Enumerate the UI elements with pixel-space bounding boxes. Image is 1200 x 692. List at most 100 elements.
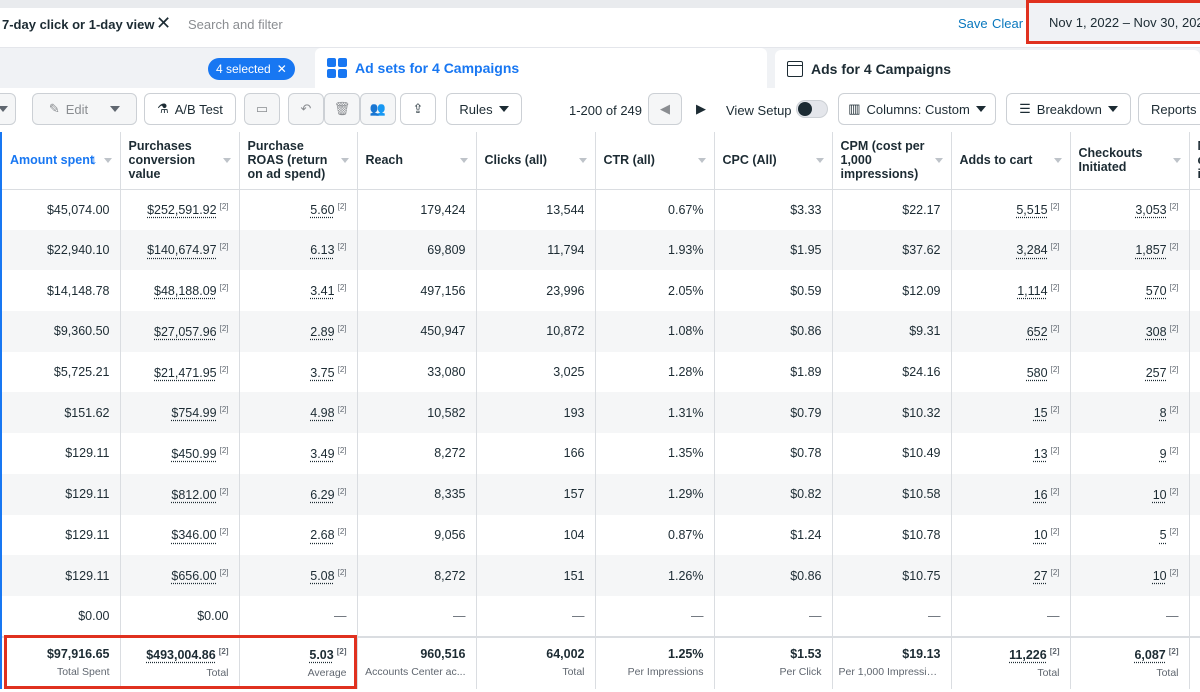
table-cell: 193 (476, 392, 596, 434)
column-header-label: Checkouts Initiated (1078, 146, 1143, 175)
breakdown-button[interactable]: ☰ Breakdown (1006, 93, 1131, 125)
duplicate-button[interactable]: ▭ (244, 93, 280, 125)
table-cell: 3,053 [2] (1070, 189, 1190, 230)
undo-icon: ↶ (300, 101, 312, 116)
column-header-label: Reach (365, 153, 404, 168)
table-cell: 10,872 (476, 311, 596, 352)
footnote-marker: [2] (1050, 323, 1060, 333)
cell-value: $0.82 (790, 487, 822, 502)
table-row[interactable]: $9,360.50 $27,057.96 [2] 2.89 [2] 450,947 10,8… (0, 311, 1200, 352)
view-setup-toggle[interactable] (796, 100, 828, 118)
column-menu-icon[interactable] (697, 158, 706, 163)
table-cell: 16 [2] (951, 473, 1071, 515)
column-header-ctr[interactable]: CTR (all) (595, 132, 715, 190)
table-cell: 4.98 [2] (239, 392, 358, 434)
columns-button[interactable]: ▥ Columns: Custom (838, 93, 996, 125)
total-label: Per 1,000 Impressio... (838, 665, 941, 678)
undo-button[interactable]: ↶ (288, 93, 324, 125)
column-menu-icon[interactable] (1053, 158, 1062, 163)
table-row[interactable]: $129.11 $346.00 [2] 2.68 [2] 9,056 104 0.87% $1.… (0, 514, 1200, 556)
column-header-next-column[interactable]: M c ir (1189, 132, 1200, 190)
selected-count-pill[interactable]: 4 selected ✕ (208, 58, 295, 80)
column-header-label: M c ir (1197, 139, 1200, 182)
edit-button[interactable]: ✎ Edit (32, 93, 137, 125)
next-page-button[interactable]: ▶ (684, 93, 718, 125)
cell-value: — (809, 608, 822, 623)
column-menu-icon[interactable] (578, 158, 587, 163)
table-row[interactable]: $45,074.00 $252,591.92 [2] 5.60 [2] 179,424 13… (0, 189, 1200, 230)
table-cell: 1,857 [2] (1070, 229, 1190, 271)
column-header-clicks[interactable]: Clicks (all) (476, 132, 596, 190)
cell-value: 580 (1026, 365, 1048, 380)
column-header-reach[interactable]: Reach (357, 132, 477, 190)
edit-button-label: Edit (65, 101, 89, 117)
clear-filter-button[interactable]: Clear (992, 16, 1024, 31)
save-filter-button[interactable]: Save (958, 16, 988, 31)
cell-value: 27 (1033, 569, 1048, 584)
table-cell: 2.89 [2] (239, 311, 358, 352)
ab-test-button[interactable]: ⚗ A/B Test (144, 93, 236, 125)
sort-descending-icon[interactable]: ↓ (90, 151, 98, 167)
attribution-setting-chip[interactable]: 7-day click or 1-day view (2, 16, 155, 32)
chevron-down-icon (1107, 106, 1118, 112)
close-icon[interactable]: ✕ (156, 13, 172, 33)
create-dropdown-button[interactable] (0, 93, 16, 125)
table-cell: 8 [2] (1070, 392, 1190, 434)
column-menu-icon[interactable] (459, 158, 468, 163)
cell-value: 3,284 (1016, 243, 1048, 258)
table-row[interactable]: $0.00 $0.00 — — — — — — — — (0, 595, 1200, 637)
table-cell: 9,056 (357, 514, 477, 556)
column-header-purchases-value[interactable]: Purchases conversion value (120, 132, 240, 190)
table-row[interactable]: $5,725.21 $21,471.95 [2] 3.75 [2] 33,080 3,025… (0, 351, 1200, 393)
people-icon: 👥 (369, 101, 387, 116)
table-cell (1189, 433, 1200, 474)
table-row[interactable]: $14,148.78 $48,188.09 [2] 3.41 [2] 497,156 23,… (0, 270, 1200, 312)
cell-value: 151 (563, 568, 585, 583)
table-cell (1189, 311, 1200, 352)
cell-value: — (928, 608, 941, 623)
table-cell: 1.28% (595, 351, 715, 393)
cell-value: 9,056 (434, 527, 466, 542)
column-header-cpm[interactable]: CPM (cost per 1,000 impressions) (832, 132, 952, 190)
column-menu-icon[interactable] (222, 158, 231, 163)
table-row[interactable]: $151.62 $754.99 [2] 4.98 [2] 10,582 193 1.31% $0… (0, 392, 1200, 434)
table-row[interactable]: $22,940.10 $140,674.97 [2] 6.13 [2] 69,809 11,… (0, 229, 1200, 271)
footnote-marker: [2] (1050, 486, 1060, 496)
table-cell: 10 [2] (1070, 555, 1190, 596)
search-input[interactable] (188, 14, 888, 34)
date-range-picker[interactable]: Nov 1, 2022 – Nov 30, 2022 (1026, 0, 1200, 44)
reports-button[interactable]: Reports (1138, 93, 1200, 125)
audience-button[interactable]: 👥 (360, 93, 396, 125)
tab-ads[interactable]: Ads for 4 Campaigns (775, 50, 1200, 88)
table-row[interactable]: $129.11 $450.99 [2] 3.49 [2] 8,272 166 1.35% $0.… (0, 433, 1200, 474)
column-header-checkouts-initiated[interactable]: Checkouts Initiated (1070, 132, 1190, 190)
column-header-adds-to-cart[interactable]: Adds to cart (951, 132, 1071, 190)
table-header-row: Amount spent ↓ Purchases conversion value P… (0, 132, 1200, 190)
column-menu-icon[interactable] (103, 158, 112, 163)
cell-value: $129.11 (65, 487, 110, 502)
rules-button[interactable]: Rules (446, 93, 522, 125)
close-icon[interactable]: ✕ (276, 62, 287, 76)
table-row[interactable]: $129.11 $656.00 [2] 5.08 [2] 8,272 151 1.26% $0.… (0, 555, 1200, 596)
column-menu-icon[interactable] (815, 158, 824, 163)
column-menu-icon[interactable] (340, 158, 349, 163)
table-row[interactable]: $129.11 $812.00 [2] 6.29 [2] 8,335 157 1.29% $0.… (0, 473, 1200, 515)
column-menu-icon[interactable] (1172, 158, 1181, 163)
export-button[interactable]: ⇪ (400, 93, 436, 125)
column-header-cpc[interactable]: CPC (All) (714, 132, 833, 190)
tab-ad-sets[interactable]: Ad sets for 4 Campaigns (315, 48, 767, 88)
campaigns-tab-area: 4 selected ✕ (0, 48, 310, 88)
footnote-marker: [2] (1169, 445, 1179, 455)
table-cell: — (239, 595, 358, 637)
column-menu-icon[interactable] (934, 158, 943, 163)
totals-cell: 1.25% Per Impressions (595, 635, 715, 689)
cell-value: 5.60 (310, 203, 335, 218)
table-cell: 1.26% (595, 555, 715, 596)
previous-page-button[interactable]: ◀ (648, 93, 682, 125)
column-header-purchase-roas[interactable]: Purchase ROAS (return on ad spend) (239, 132, 358, 190)
column-header-label: CPM (cost per 1,000 impressions) (840, 139, 925, 182)
delete-button[interactable]: 🗑 (324, 93, 360, 125)
table-cell: $10.78 (832, 514, 952, 556)
cell-value: $45,074.00 (46, 202, 110, 217)
column-header-amount-spent[interactable]: Amount spent ↓ (0, 132, 121, 190)
